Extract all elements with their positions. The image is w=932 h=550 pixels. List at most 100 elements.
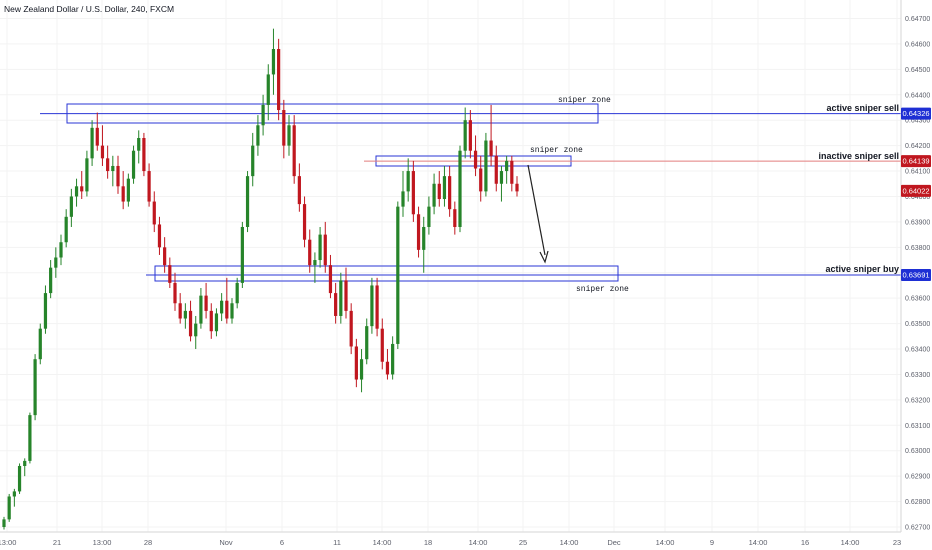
candle — [163, 237, 167, 273]
x-tick-label: 21 — [53, 538, 61, 547]
candle — [323, 221, 327, 273]
candle — [339, 272, 343, 324]
y-tick-label: 0.64000 — [905, 194, 930, 201]
candle-body — [106, 158, 110, 172]
x-tick-label: 13:00 — [0, 538, 16, 547]
candle — [494, 145, 498, 192]
annotations: sniper zone sniper zone sniper zone acti… — [530, 96, 899, 294]
candle — [121, 171, 125, 210]
candle-body — [277, 49, 281, 111]
candle — [334, 282, 338, 324]
x-tick-label: 14:00 — [656, 538, 675, 547]
candle-body — [23, 460, 27, 466]
candle-body — [318, 234, 322, 261]
candle — [38, 323, 42, 365]
inactive-sell-label: inactive sniper sell — [818, 151, 899, 161]
candle-body — [416, 214, 421, 250]
candle — [302, 196, 307, 248]
candle-body — [230, 303, 234, 319]
candle — [489, 104, 493, 166]
x-tick-label: 14:00 — [560, 538, 579, 547]
candle-body — [256, 125, 260, 146]
zone-label-top: sniper zone — [558, 96, 611, 105]
candle — [33, 354, 37, 421]
candle-body — [12, 491, 16, 497]
candle — [111, 155, 115, 187]
candle — [437, 171, 441, 207]
candle-body — [245, 176, 250, 227]
candle-body — [199, 295, 203, 324]
candle-body — [396, 206, 400, 344]
candle-body — [168, 265, 172, 283]
candle — [375, 277, 379, 337]
candle — [266, 64, 270, 121]
candle — [391, 336, 395, 380]
y-tick-label: 0.63600 — [905, 296, 930, 303]
y-tick-label: 0.63800 — [905, 245, 930, 252]
candle-body — [209, 310, 213, 332]
candle-body — [80, 186, 84, 192]
y-tick-label: 0.64300 — [905, 118, 930, 125]
x-tick-label: 14:00 — [373, 538, 392, 547]
y-tick-label: 0.62800 — [905, 499, 930, 506]
time-axis: 13:00 21 13:00 28 Nov 6 11 14:00 18 14:00 25 14:00 D… — [0, 531, 901, 547]
candle — [64, 209, 68, 248]
candle-body — [302, 204, 307, 240]
candle-body — [505, 160, 509, 172]
candle-body — [95, 127, 99, 146]
candle-body — [261, 104, 265, 126]
y-tick-label: 0.64100 — [905, 169, 930, 176]
candle — [261, 94, 265, 136]
candle — [287, 115, 291, 156]
candle — [473, 135, 478, 177]
candle — [515, 176, 519, 197]
candle-body — [157, 224, 162, 248]
candle-body — [344, 280, 348, 311]
candle — [271, 28, 276, 95]
candle — [313, 252, 317, 283]
candle — [505, 155, 509, 184]
candle-body — [173, 282, 177, 304]
candle — [214, 308, 219, 337]
candles — [2, 28, 519, 530]
x-tick-label: Dec — [607, 538, 621, 547]
candle-body — [448, 176, 452, 210]
candle-body — [328, 265, 333, 294]
y-tick-label: 0.64700 — [905, 16, 930, 23]
y-tick-label: 0.62900 — [905, 474, 930, 481]
active-buy-label: active sniper buy — [825, 264, 899, 274]
x-tick-label: 11 — [333, 538, 341, 547]
candle-body — [463, 120, 467, 151]
candle — [7, 493, 11, 522]
candle-body — [137, 137, 141, 151]
candle-body — [85, 158, 89, 192]
candle-body — [484, 140, 488, 192]
candle — [349, 303, 353, 355]
candle-body — [401, 191, 405, 207]
sniper-zone-bottom — [154, 265, 619, 282]
candle-body — [266, 74, 270, 105]
candle-body — [74, 186, 79, 197]
candle-body — [313, 260, 317, 266]
candle — [427, 196, 431, 235]
candle — [49, 260, 53, 299]
candle — [510, 155, 514, 192]
candle — [168, 257, 172, 289]
chart-title: New Zealand Dollar / U.S. Dollar, 240, F… — [4, 4, 174, 14]
candle-body — [499, 171, 504, 184]
active-buy-price: 0.63691 — [902, 271, 929, 280]
candle-body — [453, 209, 457, 227]
candle-body — [7, 496, 11, 520]
candle-body — [116, 165, 120, 187]
candle — [463, 107, 467, 159]
candle — [137, 130, 141, 164]
x-tick-label: 9 — [710, 538, 714, 547]
candle-body — [69, 196, 73, 217]
candle — [245, 171, 250, 233]
grid — [0, 0, 901, 532]
candle-body — [437, 183, 441, 200]
candle-body — [188, 310, 193, 337]
candle — [282, 99, 286, 159]
candle-body — [204, 295, 208, 311]
